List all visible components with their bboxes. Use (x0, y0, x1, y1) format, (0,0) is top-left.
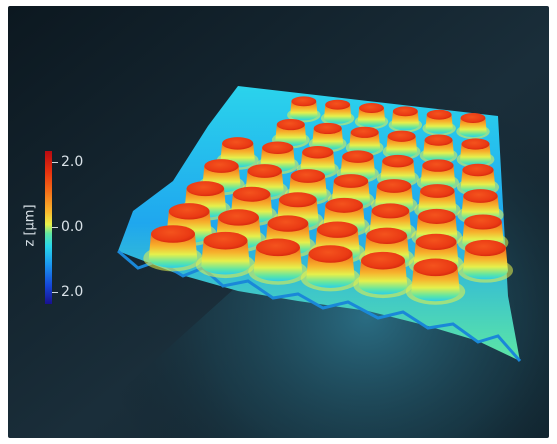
pillar-cap (376, 179, 412, 193)
pillar-cap (316, 221, 358, 238)
pillar (195, 231, 256, 279)
pillar-wall (253, 247, 303, 282)
pillar-wall (460, 144, 491, 166)
pillar-cap (232, 186, 271, 202)
visualization-panel: 2.0 0.0 2.0 z [µm] (8, 6, 549, 438)
pillar-cap (262, 141, 294, 155)
pillar-cap (151, 225, 195, 243)
pillar-cap (460, 113, 486, 123)
pillar-wall (349, 132, 381, 154)
pillar-cap (387, 130, 416, 142)
pillar (456, 138, 495, 168)
colorbar-tick-label-top: 2.0 (61, 154, 84, 170)
pillar-cap (371, 203, 410, 219)
colorbar (45, 151, 52, 304)
pillar (354, 103, 389, 130)
colorbar-axis-label: z [µm] (22, 204, 38, 247)
pillar (422, 109, 456, 136)
colorbar-tick (52, 227, 58, 228)
pillar-wall (460, 170, 496, 195)
pillar-cap (267, 215, 309, 232)
pillar-cap (168, 203, 210, 220)
pillar (143, 225, 203, 272)
pillar-cap (333, 174, 369, 188)
pillar-wall (275, 124, 307, 147)
pillar (300, 245, 361, 292)
pillar-cap (256, 238, 300, 257)
pillar-cap (359, 103, 384, 113)
pillar-cap (462, 163, 494, 177)
pillar-cap (461, 138, 490, 150)
pillar-cap (186, 181, 225, 197)
pillar-cap (247, 164, 282, 178)
pillar-cap (222, 137, 254, 150)
pillar-cap (308, 245, 353, 263)
pillar-group (143, 96, 514, 305)
pillar-cap (313, 122, 342, 135)
pillar-wall (148, 234, 198, 268)
surface-front-edge (117, 249, 522, 362)
pillar-cap (342, 150, 374, 163)
pillar-cap (350, 126, 379, 138)
pillar (405, 258, 466, 305)
pillar (287, 96, 321, 123)
pillar-cap (392, 106, 418, 117)
pillar-cap (464, 214, 502, 230)
pillar-cap (325, 197, 363, 213)
pillar (388, 106, 423, 133)
pillar-cap (417, 208, 456, 224)
pillar-cap (291, 96, 317, 107)
pillar-wall (463, 248, 508, 280)
pillar-wall (306, 254, 355, 288)
pillar-cap (218, 209, 259, 226)
pillar-wall (391, 111, 419, 131)
pillar-wall (459, 118, 487, 138)
pillar-cap (276, 118, 305, 131)
pillar-wall (380, 161, 416, 186)
colorbar-tick (52, 162, 58, 163)
pillar-cap (424, 134, 453, 146)
pillar-cap (422, 159, 454, 172)
pillar (248, 238, 308, 285)
pillar-cap (204, 159, 239, 173)
pillar (419, 134, 458, 164)
pillar-wall (324, 104, 352, 124)
pillar (320, 99, 355, 126)
colorbar-tick-label-bottom: 2.0 (61, 284, 84, 300)
pillar-cap (279, 192, 317, 208)
pillar-cap (366, 227, 408, 244)
pillar (456, 113, 490, 140)
pillar-cap (382, 154, 414, 168)
pillar (457, 239, 514, 283)
colorbar-tick-label-middle: 0.0 (61, 219, 84, 235)
pillar (382, 130, 421, 161)
pillar-wall (358, 260, 408, 295)
pillar-cap (426, 109, 452, 120)
pillar-cap (203, 231, 248, 250)
pillar-cap (290, 169, 326, 183)
pillar-cap (465, 239, 506, 257)
pillar-cap (420, 184, 455, 198)
pillar-wall (423, 140, 454, 162)
surface-plot (8, 6, 549, 438)
pillar-wall (425, 114, 453, 134)
pillar-wall (201, 240, 250, 275)
colorbar-tick (52, 292, 58, 293)
pillar-cap (463, 189, 498, 203)
pillar (353, 251, 413, 299)
pillar-wall (290, 101, 318, 121)
pillar-wall (411, 267, 460, 302)
pillar-wall (312, 128, 344, 150)
pillar-wall (357, 108, 386, 128)
pillar-wall (420, 165, 456, 190)
pillar-cap (415, 233, 457, 251)
pillar-cap (302, 145, 334, 159)
pillar-cap (413, 258, 458, 277)
pillar-wall (386, 136, 418, 158)
pillar-cap (361, 251, 405, 270)
pillar-cap (325, 99, 351, 110)
